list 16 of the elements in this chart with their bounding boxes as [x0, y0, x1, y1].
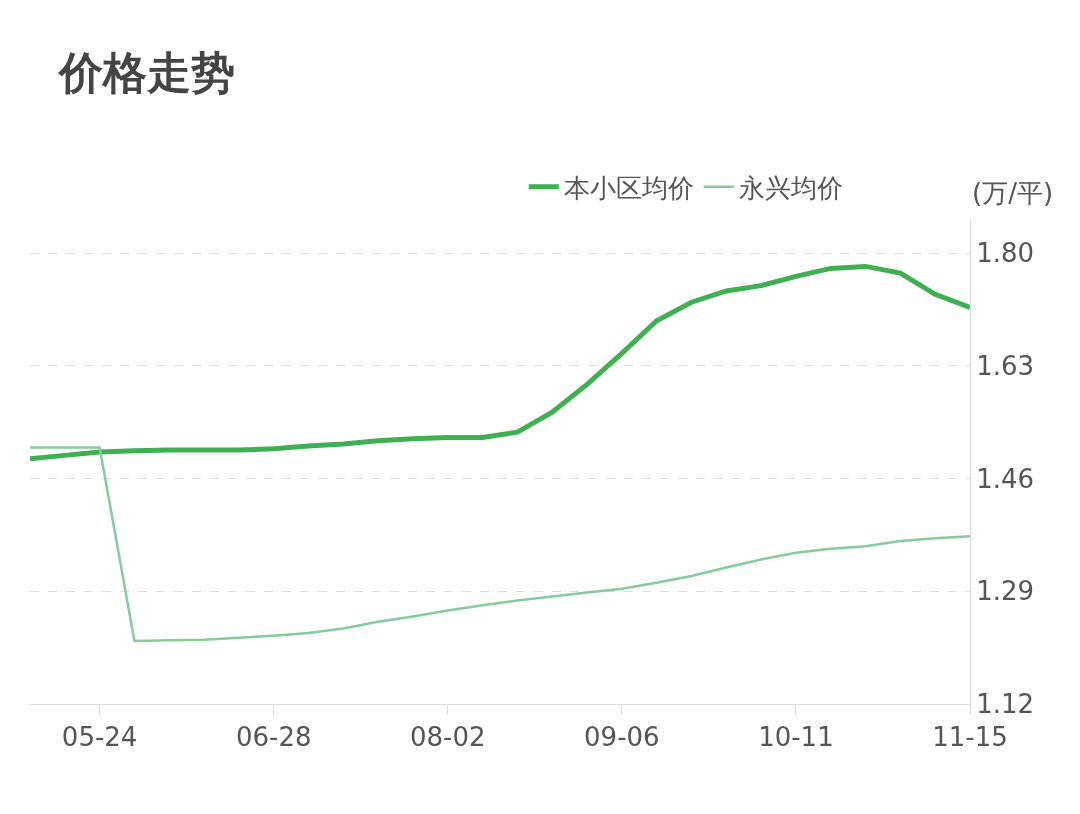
x-tick-label: 11-15	[932, 722, 1008, 753]
y-tick-label: 1.12	[976, 689, 1035, 720]
y-tick-label: 1.63	[976, 350, 1035, 381]
y-tick-label: 1.29	[976, 576, 1035, 607]
y-tick-label: 1.46	[976, 463, 1035, 494]
y-tick-label: 1.80	[976, 238, 1035, 269]
y-axis-title: (万/平)	[972, 178, 1054, 208]
x-tick-label: 09-06	[584, 722, 660, 753]
x-tick-label: 08-02	[410, 722, 486, 753]
x-tick-label: 05-24	[61, 722, 138, 753]
legend-label: 永兴均价	[738, 172, 843, 203]
chart-title: 价格走势	[57, 46, 236, 98]
x-tick-label: 06-28	[235, 722, 312, 753]
line-series	[30, 446, 970, 643]
legend-label: 本小区均价	[563, 172, 694, 203]
x-tick-label: 10-11	[758, 722, 834, 753]
